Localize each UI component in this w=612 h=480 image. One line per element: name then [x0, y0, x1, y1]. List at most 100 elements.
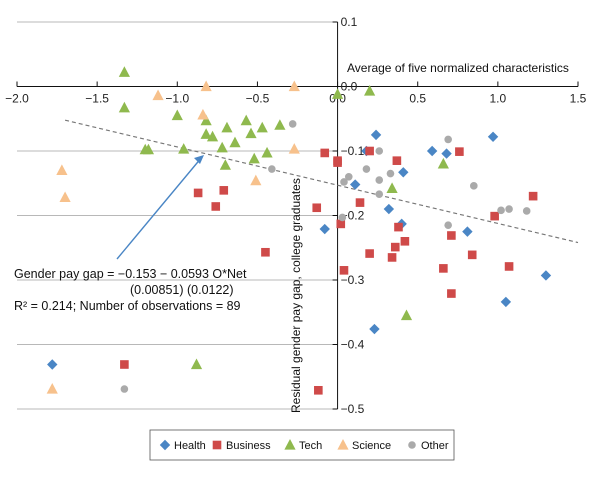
legend-box [149, 429, 455, 461]
other-point [386, 169, 395, 178]
other-point [362, 165, 371, 173]
business-point [193, 188, 203, 198]
business-point [447, 231, 456, 240]
other-point [497, 206, 505, 215]
tech-point [142, 143, 155, 155]
science-point [288, 143, 300, 154]
y-tick-label: 0.1 [341, 15, 358, 29]
other-point [375, 147, 384, 155]
business-point [439, 264, 448, 273]
y-tick-label: −0.3 [341, 273, 365, 287]
tech-point [256, 121, 268, 133]
legend-science-label: Science [352, 440, 391, 452]
health-point [500, 296, 512, 308]
science-point [59, 191, 71, 203]
y-tick-label: 0.0 [341, 80, 358, 94]
annotation: Gender pay gap = −0.153 − 0.0593 O*Net (… [14, 155, 247, 313]
health-point [398, 167, 409, 178]
health-point [369, 323, 380, 335]
health-point [383, 203, 395, 215]
legend-tech-label: Tech [299, 440, 322, 452]
science-point [46, 383, 58, 394]
business-point [365, 249, 374, 258]
tech-point [216, 141, 228, 153]
other-point [344, 173, 353, 181]
business-point [336, 219, 346, 229]
x-tick-label: 1.0 [490, 92, 507, 106]
tech-point [171, 109, 183, 121]
annotation-arrow [116, 156, 203, 260]
tech-point [206, 130, 219, 142]
x-tick-label: −2.0 [5, 92, 29, 106]
tech-point [364, 85, 376, 96]
business-point [400, 237, 410, 246]
other-point [340, 178, 348, 186]
business-point [355, 198, 365, 207]
business-point [504, 262, 514, 271]
legend-business-label: Business [226, 440, 271, 452]
business-point [219, 186, 229, 195]
tech-point [400, 309, 413, 321]
x-tick-label: −1.0 [165, 92, 189, 106]
fit-standard-errors: (0.00851) (0.0122) [130, 283, 234, 297]
fit-line [64, 119, 579, 244]
fit-line-group [64, 119, 579, 244]
data-points [46, 66, 552, 395]
y-tick-label: −0.5 [341, 402, 365, 416]
tech-point [190, 358, 203, 370]
business-point [447, 289, 456, 298]
science-point [250, 174, 262, 186]
tech-point [118, 101, 130, 113]
legend-health-marker [159, 439, 171, 451]
health-point [462, 226, 473, 237]
other-point [288, 120, 297, 128]
x-tick-label: 1.5 [570, 92, 587, 106]
tech-point [221, 121, 233, 133]
business-point [455, 147, 464, 156]
tech-point [274, 119, 286, 130]
other-point [375, 176, 384, 184]
science-point [288, 80, 300, 92]
tech-point [261, 146, 273, 158]
fit-r-squared: R² = 0.214; Number of observations = 89 [14, 299, 241, 313]
tech-point [248, 152, 260, 164]
y-tick-label: −0.1 [341, 144, 365, 158]
health-point [426, 145, 438, 157]
health-point [370, 129, 382, 141]
tech-point [386, 182, 398, 194]
business-point [261, 247, 270, 257]
tech-point [200, 114, 212, 126]
legend-health-label: Health [174, 440, 206, 452]
tech-point [229, 136, 241, 148]
other-point [268, 165, 276, 173]
x-tick-label: −0.5 [246, 92, 270, 106]
business-point [314, 385, 323, 395]
tech-point [437, 157, 449, 169]
business-point [120, 360, 129, 369]
other-point [505, 205, 513, 213]
annotation-arrowhead [194, 155, 204, 164]
other-point [470, 182, 478, 190]
business-point [339, 266, 349, 275]
other-point [375, 190, 384, 199]
y-axis-title: Residual gender pay gap, college graduat… [289, 178, 303, 413]
x-axis-title: Average of five normalized characteristi… [347, 61, 569, 75]
business-point [394, 222, 403, 232]
tech-point [240, 114, 252, 126]
business-point [390, 242, 400, 252]
axes: −2.0−1.5−1.0−0.50.00.51.01.50.10.0−0.1−0… [5, 15, 587, 416]
business-point [528, 191, 538, 201]
other-point [338, 213, 347, 222]
science-point [56, 164, 68, 175]
other-point [522, 207, 531, 215]
legend-tech-marker [284, 439, 296, 450]
tech-point [245, 127, 257, 139]
legend: Health Business Tech Science Other [149, 429, 455, 461]
science-point [197, 108, 209, 120]
business-point [211, 202, 221, 211]
y-tick-label: −0.2 [341, 209, 365, 223]
business-point [312, 203, 322, 213]
health-point [540, 270, 552, 281]
gridlines [17, 21, 338, 410]
